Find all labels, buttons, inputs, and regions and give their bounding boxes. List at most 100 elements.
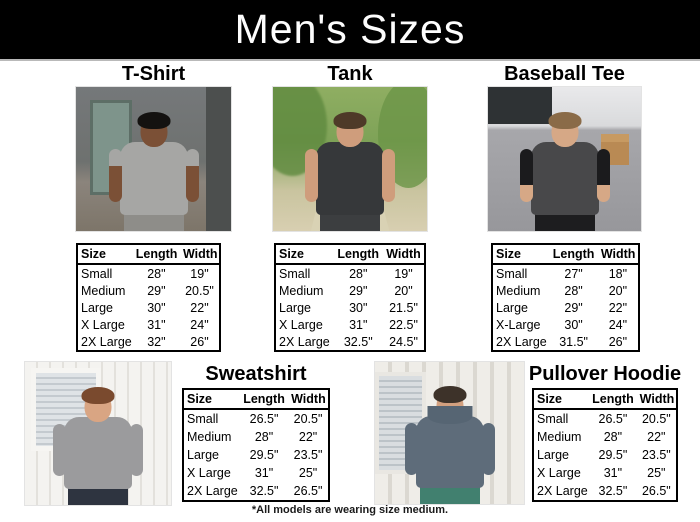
section-title-tshirt: T-Shirt (121, 63, 186, 85)
model-figure (302, 111, 398, 231)
width-cell: 22" (298, 430, 318, 444)
model-head (333, 111, 367, 147)
model-photo-tank (272, 86, 428, 232)
width-cell: 20.5" (293, 412, 323, 426)
table-header-row: Size Length Width (533, 389, 677, 410)
col-header-length: Length (589, 389, 637, 410)
length-cell: 31" (349, 317, 368, 332)
table-row: Small 26.5" 20.5" (183, 409, 329, 428)
size-cell: 2X Large (187, 484, 238, 498)
model-head (548, 111, 581, 147)
model-figure (402, 386, 498, 504)
length-cell: 32.5" (249, 484, 279, 498)
table-row: Large 30" 22" (77, 299, 220, 316)
model-pants (68, 488, 128, 505)
table-row: Medium 28" 22" (533, 428, 677, 446)
length-cell: 26.5" (249, 412, 279, 426)
model-head (81, 386, 115, 422)
length-cell: 30" (349, 300, 368, 315)
table-row: Small 28" 19" (77, 264, 220, 282)
section-title-pullover-hoodie: Pullover Hoodie (528, 363, 682, 385)
table-row: 2X Large 32.5" 26.5" (533, 482, 677, 501)
col-header-width: Width (288, 389, 329, 410)
table-row: Medium 28" 20" (492, 282, 639, 299)
table-header-row: Size Length Width (275, 244, 425, 265)
size-cell: 2X Large (279, 334, 330, 349)
model-shorts (419, 487, 480, 504)
size-cell: X Large (279, 317, 323, 332)
col-header-size: Size (77, 244, 133, 265)
size-cell: Small (537, 412, 569, 426)
table-row: Large 29.5" 23.5" (533, 446, 677, 464)
model-photo-sweatshirt (24, 361, 172, 506)
length-cell: 32" (147, 334, 166, 349)
photo-backdrop-building (488, 87, 553, 125)
size-cell: Large (537, 448, 569, 462)
table-header-row: Size Length Width (183, 389, 329, 410)
col-header-length: Length (549, 244, 598, 265)
section-title-sweatshirt: Sweatshirt (205, 363, 307, 385)
table-row: Small 28" 19" (275, 264, 425, 282)
col-header-size: Size (183, 389, 240, 410)
length-cell: 29.5" (598, 448, 628, 462)
size-cell: Medium (81, 283, 126, 298)
width-cell: 18" (608, 266, 628, 281)
size-cell: X Large (537, 466, 581, 480)
length-cell: 29.5" (249, 448, 279, 462)
table-row: Small 26.5" 20.5" (533, 409, 677, 428)
width-cell: 20.5" (185, 283, 214, 298)
model-garment-tshirt (108, 141, 199, 215)
size-cell: 2X Large (496, 334, 547, 349)
size-cell: Medium (496, 283, 541, 298)
table-header-row: Size Length Width (77, 244, 220, 265)
size-cell: Medium (279, 283, 324, 298)
length-cell: 29" (564, 300, 583, 315)
length-cell: 30" (147, 300, 166, 315)
width-cell: 19" (394, 266, 413, 281)
col-header-width: Width (597, 244, 639, 265)
table-header-row: Size Length Width (492, 244, 639, 265)
size-cell: Medium (537, 430, 582, 444)
model-head (137, 111, 170, 147)
width-cell: 25" (298, 466, 318, 480)
size-cell: Small (187, 412, 219, 426)
size-table-pullover-hoodie: Size Length Width Small 26.5" 20.5" Medium 2… (532, 388, 678, 502)
model-head (427, 386, 472, 425)
width-cell: 20" (394, 283, 413, 298)
col-header-size: Size (492, 244, 550, 265)
width-cell: 22.5" (389, 317, 418, 332)
length-cell: 32.5" (598, 484, 628, 498)
model-photo-baseball-tee (487, 86, 642, 232)
length-cell: 28" (349, 266, 368, 281)
length-cell: 28" (147, 266, 166, 281)
length-cell: 26.5" (598, 412, 628, 426)
model-garment-sweatshirt (53, 416, 143, 489)
table-row: Small 27" 18" (492, 264, 639, 282)
width-cell: 22" (190, 300, 209, 315)
models-size-footnote: *All models are wearing size medium. (251, 504, 449, 516)
model-figure (50, 386, 146, 505)
size-table-tshirt: Size Length Width Small 28" 19" Medium 29" 20… (76, 243, 221, 352)
table-row: Medium 29" 20.5" (77, 282, 220, 299)
width-cell: 26.5" (293, 484, 323, 498)
width-cell: 24.5" (389, 334, 418, 349)
length-cell: 31" (147, 317, 166, 332)
length-cell: 32.5" (343, 334, 373, 349)
table-row: X-Large 30" 24" (492, 316, 639, 333)
model-pants (534, 214, 595, 231)
width-cell: 22" (608, 300, 628, 315)
width-cell: 24" (190, 317, 209, 332)
width-cell: 26" (190, 334, 209, 349)
size-cell: Large (496, 300, 528, 315)
col-header-size: Size (533, 389, 590, 410)
model-garment-baseball-tee (519, 141, 610, 215)
section-title-baseball-tee: Baseball Tee (504, 63, 625, 85)
table-row: Large 29.5" 23.5" (183, 446, 329, 464)
width-cell: 26.5" (641, 484, 671, 498)
col-header-length: Length (132, 244, 180, 265)
table-row: 2X Large 32" 26" (77, 333, 220, 351)
table-row: X Large 31" 25" (533, 464, 677, 482)
col-header-length: Length (333, 244, 383, 265)
size-cell: Large (81, 300, 113, 315)
